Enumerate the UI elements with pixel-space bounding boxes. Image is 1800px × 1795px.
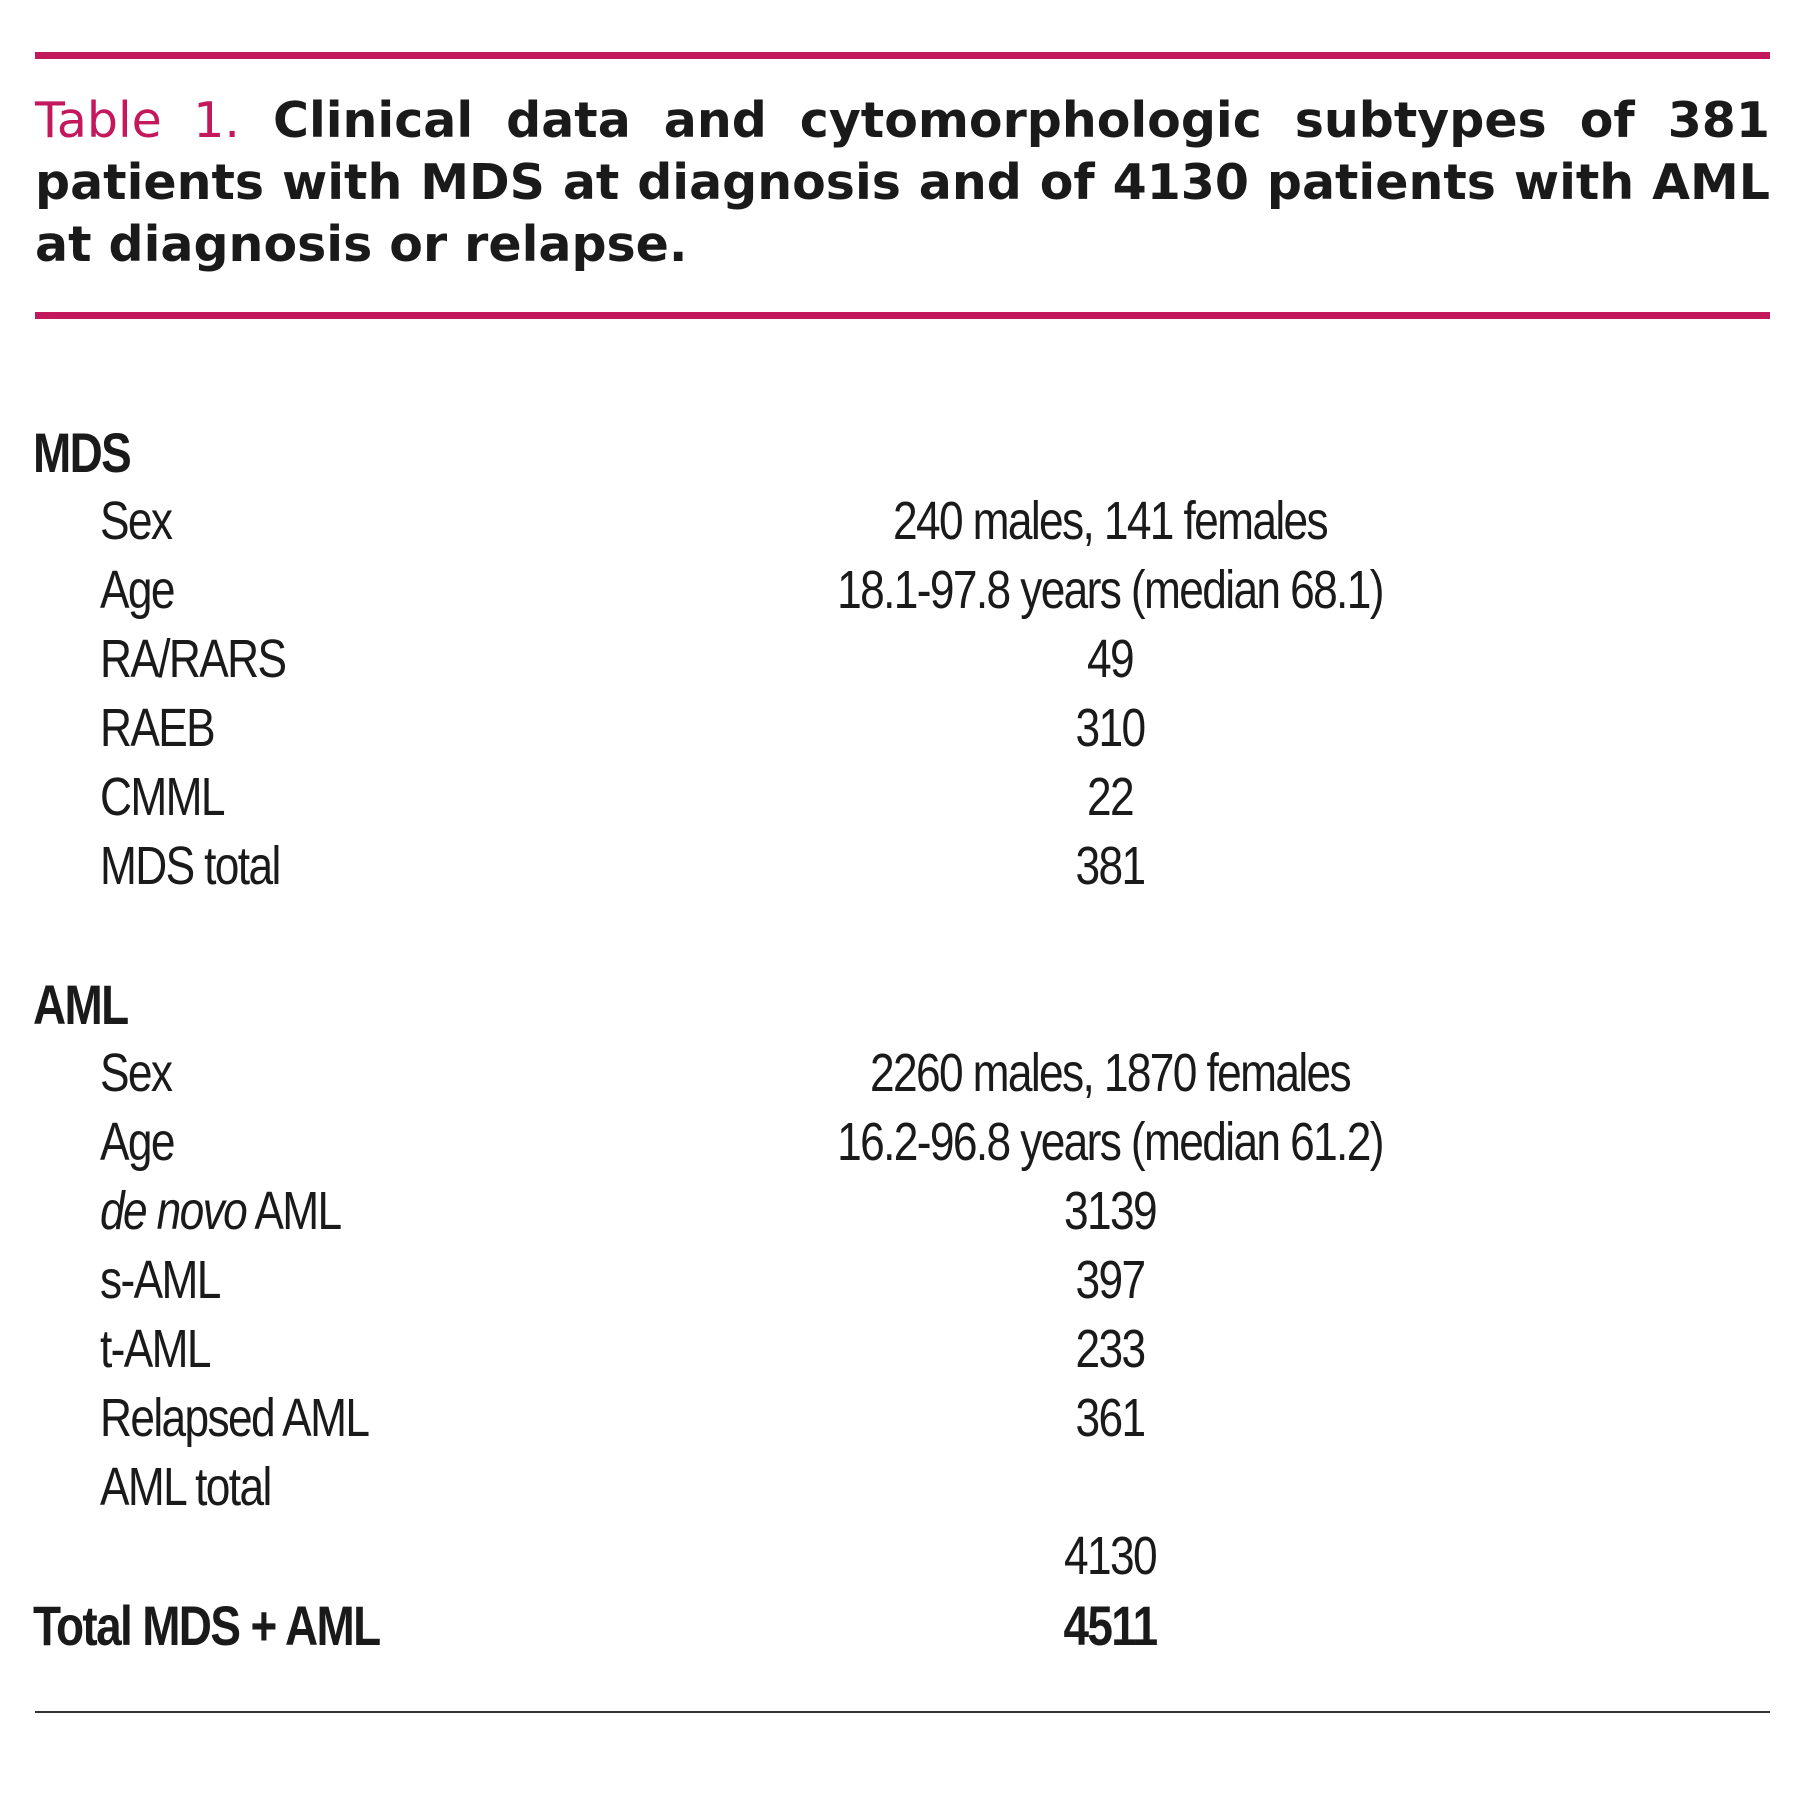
row-value: 49 [1087,629,1135,689]
row-value: 18.1-97.8 years (median 68.1) [837,560,1384,620]
table-row: RAEB 310 [0,694,1800,763]
table-row: RA/RARS 49 [0,625,1800,694]
row-label: MDS total [100,836,281,896]
row-value: 4130 [1064,1526,1158,1586]
row-value: 310 [1075,698,1147,758]
row-label: CMML [100,767,225,827]
row-value: 3139 [1064,1181,1158,1241]
row-label: t-AML [100,1319,212,1379]
row-label: AML total [100,1457,272,1517]
caption-label: Table 1. [35,92,240,149]
row-label: RAEB [100,698,216,758]
row-value: 361 [1075,1388,1147,1448]
row-value: 397 [1075,1250,1147,1310]
row-label: de novo AML [100,1177,342,1246]
table-row: MDS total 381 [0,832,1800,901]
row-value: 2260 males, 1870 females [869,1043,1352,1103]
table-row: 4130 [0,1522,1800,1591]
table-row: de novo AML 3139 [0,1177,1800,1246]
table-caption: Table 1. Clinical data and cytomorpholog… [35,90,1770,276]
grand-total-value: 4511 [1063,1594,1158,1657]
bottom-rule [35,1711,1770,1713]
header-rule [35,312,1770,319]
row-label: Sex [100,1043,173,1103]
table-row: Relapsed AML 361 [0,1384,1800,1453]
row-value: 22 [1087,767,1135,827]
row-label: Age [100,1112,176,1172]
row-label: Sex [100,491,173,551]
top-rule [35,52,1770,59]
table-row: Sex 240 males, 141 females [0,487,1800,556]
row-label-italic: de novo [100,1181,248,1241]
row-value: 240 males, 141 females [892,491,1329,551]
table-row: t-AML 233 [0,1315,1800,1384]
table-row: CMML 22 [0,763,1800,832]
row-value: 16.2-96.8 years (median 61.2) [837,1112,1384,1172]
section-heading-mds: MDS [33,421,132,484]
caption-text: Clinical data and cytomorphologic subtyp… [35,92,1770,273]
row-label-rest: AML [246,1181,342,1241]
grand-total-row: Total MDS + AML 4511 [0,1591,1800,1660]
table-row: Age 16.2-96.8 years (median 61.2) [0,1108,1800,1177]
grand-total-label: Total MDS + AML [33,1594,381,1657]
table-row: s-AML 397 [0,1246,1800,1315]
table-row: Sex 2260 males, 1870 females [0,1039,1800,1108]
table-row: AML total [0,1453,1800,1522]
row-label: RA/RARS [100,629,287,689]
row-label: s-AML [100,1250,221,1310]
row-value: 233 [1075,1319,1147,1379]
row-label: Relapsed AML [100,1388,370,1448]
section-heading-aml: AML [33,973,129,1036]
row-value: 381 [1075,836,1147,896]
table-row: Age 18.1-97.8 years (median 68.1) [0,556,1800,625]
row-label: Age [100,560,176,620]
